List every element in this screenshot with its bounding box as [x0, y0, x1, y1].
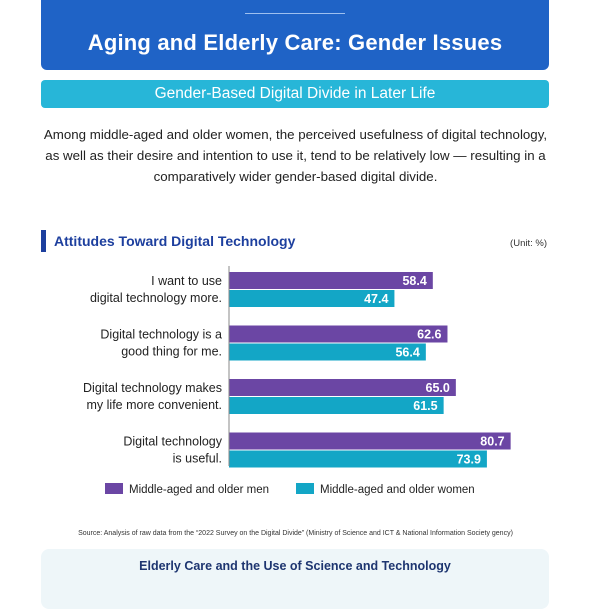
bar-men: [229, 272, 433, 289]
legend-swatch-women: [296, 483, 314, 494]
bar-women: [229, 397, 444, 414]
source-note: Source: Analysis of raw data from the “2…: [78, 530, 513, 537]
bar-women: [229, 290, 395, 307]
data-label: 65.0: [426, 381, 450, 395]
page-title: Aging and Elderly Care: Gender Issues: [87, 30, 503, 55]
legend-item-men: Middle-aged and older men: [105, 483, 269, 497]
header-banner: Aging and Elderly Care: Gender Issues: [41, 0, 549, 70]
category-label: is useful.: [173, 452, 222, 466]
data-label: 80.7: [480, 435, 504, 449]
intro-text: Among middle-aged and older women, the p…: [43, 127, 548, 184]
header-rule: [245, 13, 345, 14]
data-label: 58.4: [402, 274, 426, 288]
category-label: Digital technology makes: [83, 381, 222, 395]
bar-chart: 58.4 47.4 I want to use digital technology …: [83, 266, 511, 468]
bar-men: [229, 325, 448, 343]
category-label: my life more convenient.: [87, 398, 222, 412]
subtitle-bar: Gender-Based Digital Divide in Later Lif…: [41, 80, 549, 108]
unit-label: (Unit: %): [510, 238, 547, 249]
category-label: good thing for me.: [121, 345, 222, 359]
category-label: Digital technology: [123, 435, 222, 449]
data-label: 62.6: [417, 328, 441, 342]
data-label: 47.4: [364, 292, 388, 306]
data-label: 61.5: [413, 399, 437, 413]
bar-men: [229, 379, 456, 396]
legend-swatch-men: [105, 483, 123, 494]
bar-men: [229, 432, 511, 450]
bar-women: [229, 343, 426, 361]
data-label: 73.9: [457, 453, 481, 467]
category-label: digital technology more.: [90, 291, 222, 305]
legend-item-women: Middle-aged and older women: [296, 483, 475, 497]
category-label: I want to use: [151, 274, 222, 288]
bar-women: [229, 450, 487, 468]
legend-label-women: Middle-aged and older women: [320, 484, 475, 496]
data-label: 56.4: [395, 346, 419, 360]
bottom-section-title: Elderly Care and the Use of Science and …: [139, 559, 451, 573]
chart-title: Attitudes Toward Digital Technology: [41, 230, 295, 252]
category-label: Digital technology is a: [100, 328, 222, 342]
bottom-section: Elderly Care and the Use of Science and …: [41, 549, 549, 609]
legend-label-men: Middle-aged and older men: [129, 484, 270, 496]
